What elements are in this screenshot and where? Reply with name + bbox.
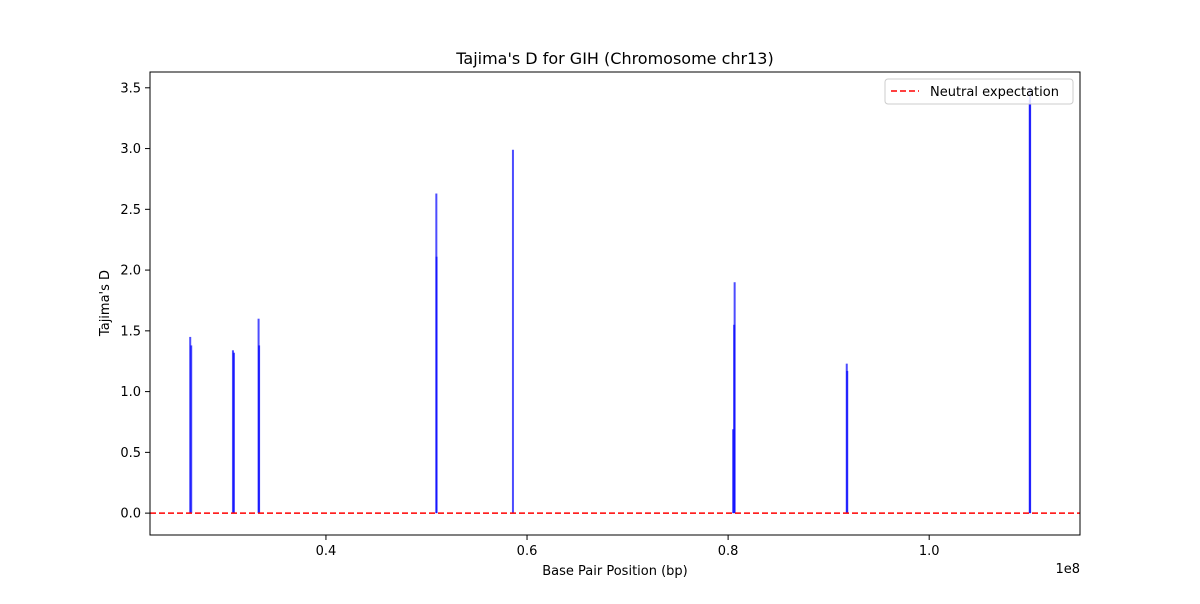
- x-axis-label: Base Pair Position (bp): [542, 564, 688, 579]
- y-tick-label-7: 3.5: [120, 81, 141, 96]
- plot-frame: [149, 71, 1081, 536]
- x-tick-label-1: 0.6: [517, 544, 538, 559]
- y-ticks-layer: 0.0 0.5 1.0 1.5 2.0 2.5 3.0 3.5: [120, 81, 150, 522]
- x-ticks-layer: 0.4 0.6 0.8 1.0: [316, 535, 940, 559]
- bar-5: [258, 345, 261, 514]
- bar-7: [435, 256, 438, 514]
- bar-3: [232, 352, 235, 514]
- y-tick-label-3: 1.5: [120, 324, 141, 339]
- x-axis-offset-label: 1e8: [1055, 562, 1080, 577]
- bar-11: [733, 282, 736, 514]
- chart-title: Tajima's D for GIH (Chromosome chr13): [455, 49, 773, 68]
- legend-label-neutral: Neutral expectation: [930, 85, 1059, 100]
- bar-1: [190, 345, 193, 514]
- legend-box: [884, 78, 1074, 105]
- x-tick-label-3: 1.0: [919, 544, 940, 559]
- y-axis-label: Tajima's D: [98, 270, 113, 337]
- y-tick-label-5: 2.5: [120, 203, 141, 218]
- y-tick-label-2: 1.0: [120, 385, 141, 400]
- bar-13: [846, 370, 849, 514]
- y-tick-label-4: 2.0: [120, 264, 141, 279]
- y-tick-label-0: 0.0: [120, 507, 141, 522]
- y-tick-label-1: 0.5: [120, 446, 141, 461]
- bars-layer: [189, 87, 1032, 514]
- bar-8: [511, 149, 514, 514]
- x-tick-label-0: 0.4: [316, 544, 337, 559]
- y-tick-label-6: 3.0: [120, 142, 141, 157]
- bar-15: [1029, 87, 1032, 514]
- x-tick-label-2: 0.8: [718, 544, 739, 559]
- legend: Neutral expectation: [884, 78, 1074, 105]
